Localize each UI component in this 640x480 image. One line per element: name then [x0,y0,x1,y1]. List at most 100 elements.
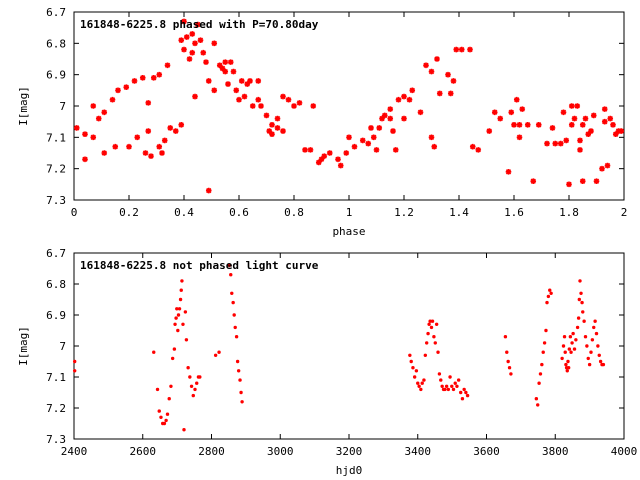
phased-y-tick-label: 6.9 [46,69,66,82]
phased-data-point [401,115,407,122]
phased-data-point [519,106,526,112]
phased-data-point [516,122,523,128]
light-curve-data-point [571,331,575,336]
phased-data-point [436,90,443,97]
light-curve-data-point [72,359,77,364]
phased-data-point [321,153,328,159]
phased-x-tick-label: 0.4 [174,206,194,219]
light-curve-data-point [593,319,597,323]
light-curve-y-tick-label: 7.1 [46,371,66,384]
light-curve-data-point [537,381,541,385]
phased-data-point [612,131,619,137]
phased-y-tick-label: 7.1 [46,131,66,144]
light-curve-data-point [542,341,547,345]
light-curve-data-point [567,347,572,351]
light-curve-data-point [180,279,184,283]
light-curve-x-tick-label: 3000 [267,445,294,458]
phased-y-tick-label: 7 [59,100,66,113]
light-curve-data-point [174,316,178,320]
phased-data-point [450,78,457,84]
light-curve-data-point [464,390,468,395]
phased-data-point [395,96,402,103]
phased-y-tick-label: 6.8 [46,37,66,50]
light-curve-x-tick-label: 3800 [542,445,569,458]
phased-data-point [524,122,531,128]
phased-data-point [511,122,517,128]
light-curve-data-point [434,322,439,326]
light-curve-data-point [541,350,545,354]
phased-x-tick-label: 1.8 [559,206,579,219]
light-curve-x-tick-label: 4000 [611,445,638,458]
light-curve-data-point [579,291,583,295]
phased-data-point [577,137,583,144]
light-curve-data-point [562,335,567,339]
light-curve-x-tick-label: 2600 [130,445,157,458]
phased-data-point [568,122,575,128]
phased-data-point [409,87,416,94]
phased-data-point [544,140,550,147]
phased-data-point [381,112,388,119]
phased-data-point [390,128,396,134]
light-curve-data-point [598,359,603,364]
light-curve-data-point [601,362,606,367]
light-curve-data-point [460,397,465,401]
phased-data-point [90,134,97,141]
light-curve-data-point [582,319,586,323]
light-curve-data-point [596,344,600,348]
phased-data-point [222,59,229,65]
phased-data-point [73,125,80,131]
phased-data-point [139,75,146,81]
phased-y-tick-label: 7.2 [46,163,66,176]
light-curve-data-point [164,418,168,423]
phased-data-point [508,109,515,116]
light-curve-y-tick-label: 7 [59,340,66,353]
phased-data-point [123,84,130,90]
light-curve-data-point [426,331,430,336]
phased-data-point [159,150,165,156]
light-curve-data-point [448,375,452,379]
light-curve-data-point [417,384,421,388]
phased-x-tick-label: 1 [346,206,353,219]
light-curve-data-point [195,381,199,385]
phased-data-point [145,100,152,106]
light-curve-data-point [575,325,580,330]
light-curve-data-point [159,415,163,419]
light-curve-data-point [506,359,510,364]
phased-data-point [194,21,201,28]
light-curve-data-point [561,344,566,348]
phased-data-point [337,162,344,169]
phased-data-point [516,134,523,141]
phased-data-point [568,103,575,109]
light-curve-ticks: 2400 2600 2800 3000 3200 3400 3600 3800 4000 6.7 6… [46,247,637,458]
phased-data-point [445,71,451,78]
phased-data-point [387,115,394,122]
phased-data-point [131,78,138,84]
light-curve-data-point [450,384,454,388]
light-curve-data-point [585,344,589,348]
light-curve-data-point [578,279,582,283]
light-curve-data-point [191,393,195,398]
phased-data-point [530,178,537,184]
light-curve-data-point [572,347,577,351]
light-curve-data-point [188,375,192,379]
phased-data-point [244,81,251,87]
light-curve-data-point [182,428,186,432]
light-curve-data-point [169,384,173,388]
phased-data-point [172,128,179,134]
light-curve-data-point [566,359,570,364]
light-curve-data-point [183,310,188,314]
phased-data-point [599,165,605,172]
light-curve-data-point [540,362,544,367]
phased-data-point [205,78,212,84]
phased-data-point [233,87,240,94]
phased-plot-ylabel: I[mag] [17,86,30,126]
light-curve-data-point [564,362,568,367]
phased-data-point [197,37,204,43]
light-curve-data-point [152,350,156,354]
phased-data-point [406,96,413,103]
light-curve-data-point [583,335,588,339]
light-curve-data-point [444,384,449,388]
light-curve-data-point [451,387,456,392]
phased-data-point [178,122,185,128]
light-curve-data-point [589,350,593,354]
